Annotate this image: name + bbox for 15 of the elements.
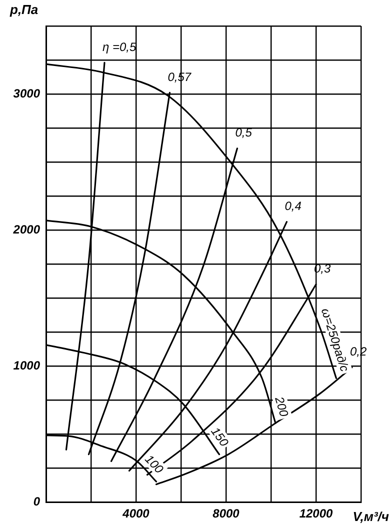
x-tick-label: 4000	[122, 506, 150, 520]
y-tick-label: 2000	[12, 222, 40, 236]
text: 100	[142, 452, 166, 476]
y-axis-title: p,Па	[10, 2, 38, 17]
series-label: 0,5	[235, 126, 252, 140]
x-tick-label: 12000	[299, 506, 334, 520]
text: 150	[208, 424, 232, 450]
y-tick-label: 0	[33, 494, 40, 508]
series-label: η =0,5	[102, 40, 137, 54]
x-axis-title: V,м³/ч	[352, 509, 389, 524]
y-tick-label: 3000	[13, 86, 40, 100]
series-label: 0,4	[284, 199, 302, 214]
y-tick-label: 1000	[13, 358, 40, 372]
text: 200	[272, 394, 292, 419]
x-tick-label: 8000	[212, 506, 240, 520]
